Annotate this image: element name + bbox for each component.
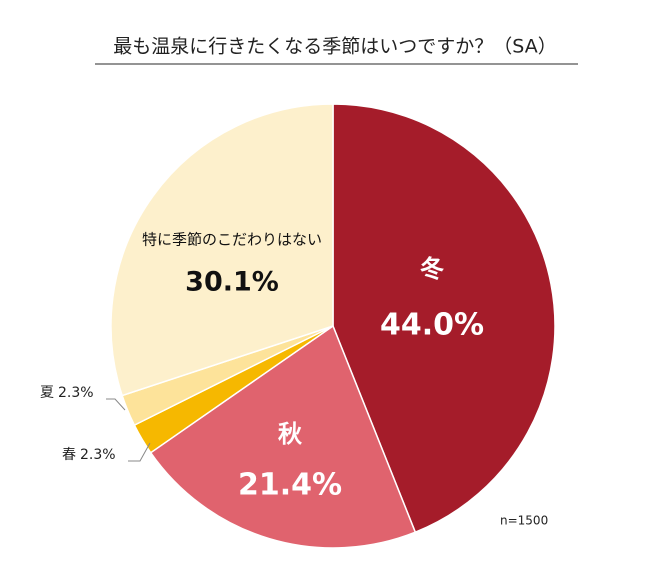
leader-line (128, 442, 151, 462)
pie-slice (110, 103, 334, 397)
pie-slice (332, 103, 556, 534)
category-label: 夏 (40, 385, 54, 401)
chart-title: 最も温泉に行きたくなる季節はいつですか？（SA） (113, 36, 556, 58)
value-label: 21.4% (238, 468, 342, 503)
value-label: 30.1% (185, 267, 279, 298)
category-label: 春 (62, 447, 76, 463)
category-label: 秋 (278, 420, 303, 448)
value-label: 44.0% (380, 308, 484, 343)
value-label: 2.3% (80, 447, 116, 463)
value-label: 2.3% (58, 385, 94, 401)
leader-line (106, 398, 126, 411)
pie-slice (149, 324, 417, 549)
category-label: 特に季節のこだわりはない (142, 231, 322, 249)
category-label: 冬 (420, 255, 444, 283)
annotation: n=1500 (500, 514, 548, 528)
